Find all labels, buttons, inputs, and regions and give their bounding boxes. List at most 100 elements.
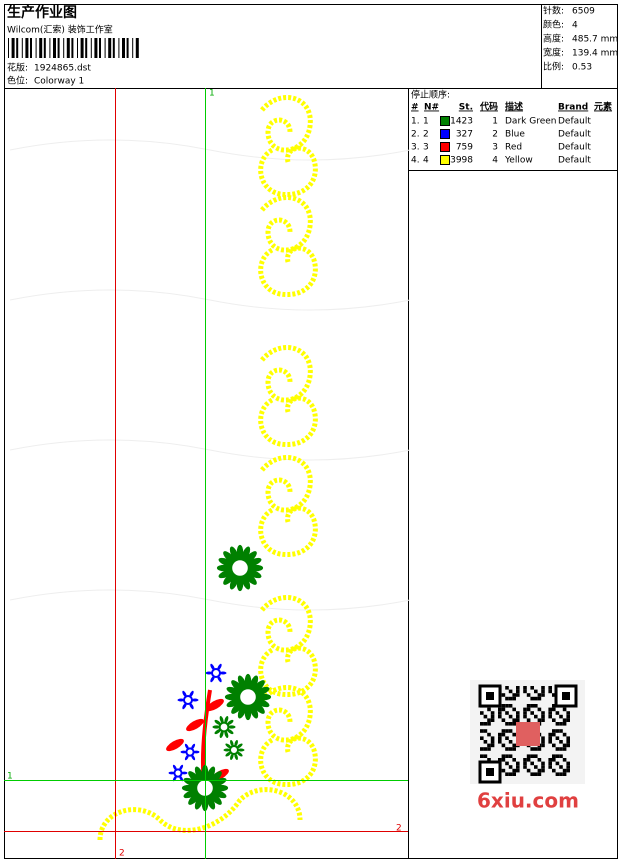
bar <box>63 38 65 58</box>
qr-cell <box>508 696 513 701</box>
qr-finder <box>486 692 494 700</box>
cell: 3. <box>411 143 420 153</box>
bar <box>66 38 70 58</box>
bar <box>43 38 46 58</box>
qr-cell <box>501 729 506 733</box>
qr-cell <box>512 772 516 776</box>
qr-cell <box>505 747 509 751</box>
petal <box>244 572 257 585</box>
qr-cell <box>566 743 570 748</box>
qr-cell <box>483 754 488 758</box>
petal <box>183 789 198 799</box>
qr-cell <box>505 736 509 740</box>
qr-cell <box>516 718 520 722</box>
cell: 3 <box>423 143 429 153</box>
qr-cell <box>498 758 502 762</box>
petal <box>217 675 222 683</box>
bar <box>118 38 120 58</box>
bar <box>11 38 15 58</box>
cell: 1. <box>411 117 420 127</box>
qr-cell <box>562 722 567 726</box>
petal <box>177 698 185 702</box>
qr-cell <box>501 768 506 773</box>
qr-cell <box>566 761 570 766</box>
cell: 4. <box>411 156 420 166</box>
center <box>218 721 230 733</box>
qr-cell <box>523 765 527 769</box>
qr-cell <box>566 765 570 769</box>
qr-cell <box>562 732 567 737</box>
petal <box>194 795 204 810</box>
qr-cell <box>512 722 516 726</box>
qr-cell <box>562 747 567 751</box>
qr-cell <box>548 761 552 766</box>
bar <box>85 38 88 58</box>
qr-cell <box>516 711 520 715</box>
center <box>230 558 250 578</box>
bar <box>108 38 112 58</box>
petal <box>182 690 187 698</box>
qr-cell <box>555 754 560 758</box>
petal <box>236 575 244 592</box>
cell: 327 <box>456 130 473 140</box>
qr-cell <box>566 718 570 722</box>
qr-cell <box>501 732 506 737</box>
petal <box>223 572 236 585</box>
qr-cell <box>541 736 545 740</box>
petal <box>247 557 262 567</box>
qr-cell <box>552 768 556 773</box>
colorway: Colorway 1 <box>34 77 84 87</box>
colorway-label: 色位: <box>7 75 28 87</box>
qr-cell <box>534 747 538 751</box>
qr-cell <box>555 736 560 740</box>
petal <box>237 675 247 690</box>
info: 针数: 6509 颜色: 4 高度: 485.7 mm 宽度: 139.4 mm 比例: 0.53 <box>543 5 618 73</box>
qr-cell <box>537 707 542 712</box>
qr-cell <box>512 696 516 701</box>
qr-cell <box>552 758 556 762</box>
bar <box>99 38 101 58</box>
qr-cell <box>523 686 527 690</box>
petal <box>244 704 252 721</box>
qr-cell <box>530 772 534 776</box>
petal <box>226 719 234 726</box>
bar <box>135 38 139 58</box>
bar <box>122 38 125 58</box>
qr-cell <box>512 747 516 751</box>
qr-cell <box>537 718 542 722</box>
qr-cell <box>537 696 542 701</box>
qr-cell <box>516 761 520 766</box>
center <box>185 747 195 757</box>
petal <box>226 728 234 735</box>
cell: 2 <box>492 130 498 140</box>
bar <box>21 38 23 58</box>
qr-cell <box>552 729 556 733</box>
petal <box>231 680 244 693</box>
info-value: 4 <box>572 21 578 31</box>
qr-cell <box>552 704 556 708</box>
flowers <box>166 544 272 812</box>
bar <box>25 38 29 58</box>
qr-cell <box>534 689 538 694</box>
qr-cell <box>566 740 570 744</box>
qr-cell <box>508 740 513 744</box>
cell: 4 <box>492 156 498 166</box>
qr-cell <box>487 747 491 751</box>
petal <box>252 680 265 693</box>
qr-cell <box>548 686 552 690</box>
qr-cell <box>501 704 506 708</box>
petal <box>206 795 216 810</box>
qr-cell <box>559 765 563 769</box>
bar <box>57 38 60 58</box>
qr-cell <box>508 754 513 758</box>
petal <box>214 719 222 726</box>
qr-cell <box>498 714 502 719</box>
petal <box>244 673 252 690</box>
qr-cell <box>548 765 552 769</box>
qr-cell <box>516 765 520 769</box>
petal <box>217 663 222 671</box>
qr-cell <box>537 747 542 751</box>
qr-cell <box>566 714 570 719</box>
leaf <box>186 718 204 732</box>
petal <box>237 748 245 752</box>
